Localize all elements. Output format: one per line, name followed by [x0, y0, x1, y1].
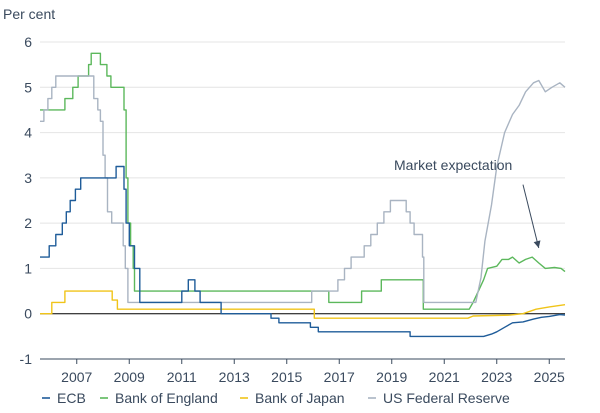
- annotation-label: Market expectation: [394, 157, 512, 173]
- x-tick-label: 2019: [376, 369, 407, 385]
- annotation-arrow: [522, 184, 540, 249]
- legend: ECB Bank of England Bank of Japan US Federa…: [42, 390, 510, 406]
- y-tick-label: 1: [24, 260, 32, 276]
- y-axis-unit-label: Per cent: [3, 6, 55, 22]
- legend-item-ecb: ECB: [42, 390, 86, 406]
- legend-label: US Federal Reserve: [383, 390, 510, 406]
- y-tick-label: 3: [24, 170, 32, 186]
- y-tick-label: 5: [24, 79, 32, 95]
- series-line-bank-of-japan: [40, 290, 566, 319]
- legend-label: Bank of Japan: [255, 390, 345, 406]
- y-tick-label: 2: [24, 215, 32, 231]
- x-tick-label: 2013: [219, 369, 250, 385]
- series-line-us-federal-reserve: [40, 75, 566, 304]
- legend-item-bank-of-japan: Bank of Japan: [240, 390, 345, 406]
- legend-label: ECB: [57, 390, 86, 406]
- series-lines: [40, 52, 566, 338]
- annotation-arrowhead: [533, 240, 541, 249]
- gridlines: [40, 41, 565, 360]
- y-tick-label: 0: [24, 306, 32, 322]
- x-tick-label: 2015: [271, 369, 302, 385]
- y-tick-label: 4: [24, 125, 32, 141]
- series-line-bank-of-england: [40, 52, 566, 310]
- x-tick-label: 2007: [61, 369, 92, 385]
- y-tick-label: 6: [24, 34, 32, 50]
- market-expectation-annotation: Market expectation: [394, 157, 541, 249]
- x-tick-label: 2009: [114, 369, 145, 385]
- series-line-ecb: [40, 165, 566, 338]
- x-tick-label: 2025: [534, 369, 565, 385]
- y-tick-label: -1: [20, 351, 33, 367]
- x-tick-label: 2021: [429, 369, 460, 385]
- x-tick-label: 2017: [324, 369, 355, 385]
- legend-item-us-federal-reserve: US Federal Reserve: [368, 390, 510, 406]
- x-tick-label: 2023: [481, 369, 512, 385]
- legend-item-bank-of-england: Bank of England: [100, 390, 218, 406]
- x-tick-label: 2011: [167, 369, 197, 385]
- x-axis-tick-labels: 2007 2009 2011 2013 2015 2017 2019 2021 2023 2025: [61, 359, 565, 385]
- y-axis-tick-labels: -1 0 1 2 3 4 5 6: [20, 34, 33, 367]
- legend-label: Bank of England: [115, 390, 218, 406]
